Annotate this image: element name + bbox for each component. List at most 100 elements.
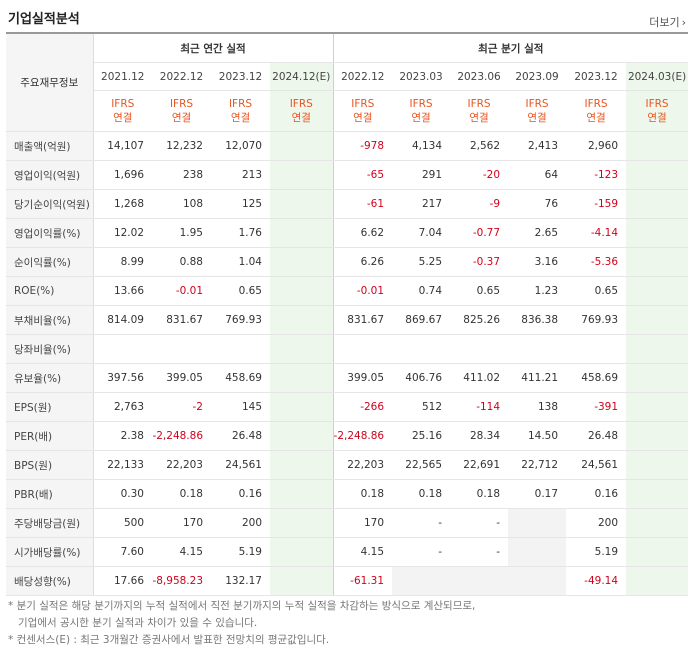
annual-group-header: 최근 연간 실적 [93,32,334,63]
quarter-value: -61.31 [333,566,393,596]
annual-value: 24,561 [211,450,270,480]
ifrs-label: IFRS [289,98,313,110]
row-label: 당기순이익(억원) [6,189,94,219]
ifrs-label: IFRS [111,98,135,110]
quarter-value: 5.25 [392,247,451,277]
quarter-value [626,247,689,277]
quarter-value: -0.37 [450,247,509,277]
row-label: 주당배당금(원) [6,508,94,538]
annual-period-1: 2022.12 [152,62,211,91]
quarter-value: 7.04 [392,218,451,248]
consolidated-label: 연결 [291,112,311,124]
quarter-value [626,450,689,480]
quarter-value: 0.74 [392,276,451,306]
annual-value: 814.09 [93,305,152,335]
table-row: 주당배당금(원) 500 170 200 170- -200 [6,508,689,538]
quarter-value [450,566,509,596]
row-label-header: 주요재무정보 [6,32,94,132]
quarter-value: 2,960 [566,131,627,161]
quarter-value: 0.65 [566,276,627,306]
quarter-value [626,305,689,335]
quarter-value: - [450,508,509,538]
table-row: 영업이익률(%) 12.02 1.95 1.76 6.62 7.04 -0.77 2.65 -4… [6,218,689,248]
quarter-value: -20 [450,160,509,190]
quarter-value: -61 [333,189,393,219]
footnote-1-cont: 기업에서 공시한 분기 실적과 차이가 있을 수 있습니다. [18,617,258,629]
table-row: BPS(원) 22,133 22,203 24,561 22,203 22,565 22,6… [6,450,689,480]
quarter-value: 831.67 [333,305,393,335]
consolidated-label: 연결 [527,112,547,124]
quarter-value: 6.62 [333,218,393,248]
quarter-value [626,479,689,509]
ifrs-label: IFRS [645,98,669,110]
quarter-value [333,334,393,364]
quarter-value: 0.18 [450,479,509,509]
quarter-value: - [392,508,451,538]
quarter-value [626,218,689,248]
annual-period-2: 2023.12 [211,62,270,91]
quarter-value: 4,134 [392,131,451,161]
financial-table: 주요재무정보 최근 연간 실적 최근 분기 실적 2021.12 2022.12 2… [6,32,689,596]
quarter-value: -65 [333,160,393,190]
quarter-value: 769.93 [566,305,627,335]
annual-value: 17.66 [93,566,152,596]
annual-value: -0.01 [152,276,211,306]
annual-value [270,508,334,538]
quarter-value: 0.17 [508,479,567,509]
quarter-value: -114 [450,392,509,422]
quarter-value: 2.65 [508,218,567,248]
consolidated-label: 연결 [469,112,489,124]
ifrs-badge: IFRS 연결 [626,90,689,132]
ifrs-badge: IFRS 연결 [93,90,152,132]
quarter-value [626,363,689,393]
quarter-value: 24,561 [566,450,627,480]
quarter-value: -391 [566,392,627,422]
annual-value [270,363,334,393]
quarter-value [626,566,689,596]
annual-value: 4.15 [152,537,211,567]
ifrs-label: IFRS [584,98,608,110]
quarter-value [392,334,451,364]
quarter-value [626,508,689,538]
quarter-value: 2,413 [508,131,567,161]
annual-value: 213 [211,160,270,190]
quarter-value [626,189,689,219]
quarter-value: -978 [333,131,393,161]
quarter-value: 0.18 [333,479,393,509]
quarter-value [626,421,689,451]
annual-value: 14,107 [93,131,152,161]
annual-value [270,276,334,306]
quarter-period-1: 2023.03 [392,62,451,91]
quarter-value: 138 [508,392,567,422]
annual-value: 13.66 [93,276,152,306]
quarter-value [626,537,689,567]
footnote-1: * 분기 실적은 해당 분기까지의 누적 실적에서 직전 분기까지의 누적 실적… [8,600,476,612]
table-row: EPS(원) 2,763 -2 145 -266 512 -114 138 -391 [6,392,689,422]
quarter-value [508,566,567,596]
row-label: 영업이익률(%) [6,218,94,248]
consolidated-label: 연결 [171,112,192,124]
quarter-value: 64 [508,160,567,190]
annual-value [270,218,334,248]
table-row: 부채비율(%) 814.09 831.67 769.93 831.67 869.67 825… [6,305,689,335]
annual-value: 1,696 [93,160,152,190]
quarter-value: 3.16 [508,247,567,277]
row-label: 영업이익(억원) [6,160,94,190]
consolidated-label: 연결 [411,112,431,124]
annual-value [270,160,334,190]
quarter-value: 399.05 [333,363,393,393]
annual-value: 12.02 [93,218,152,248]
annual-value: 0.18 [152,479,211,509]
quarter-value: 28.34 [450,421,509,451]
quarter-value: 836.38 [508,305,567,335]
table-row: 영업이익(억원) 1,696 238 213 -65 291 -20 64 -123 [6,160,689,190]
table-row: 당기순이익(억원) 1,268 108 125 -61 217 -9 76 -159 [6,189,689,219]
annual-value: 1,268 [93,189,152,219]
quarter-period-3: 2023.09 [508,62,567,91]
quarter-value: 22,691 [450,450,509,480]
more-link[interactable]: 더보기 › [649,14,686,30]
table-row: 배당성향(%) 17.66 -8,958.23 132.17 -61.31 -49.14 [6,566,689,596]
quarter-value: 5.19 [566,537,627,567]
ifrs-label: IFRS [351,98,375,110]
quarter-value: 1.23 [508,276,567,306]
